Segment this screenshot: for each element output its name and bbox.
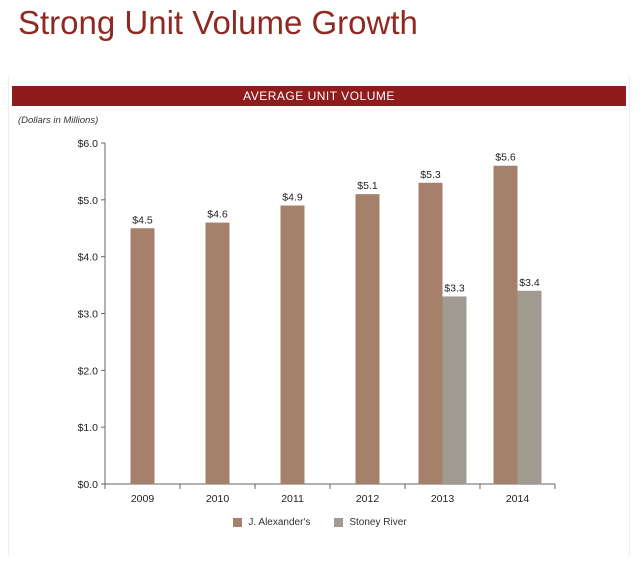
legend-label-stoney-river: Stoney River (349, 517, 407, 528)
legend-label-j-alexanders: J. Alexander's (248, 517, 311, 528)
y-tick-label: $5.0 (78, 195, 99, 207)
data-label: $3.4 (519, 277, 540, 289)
data-label: $3.3 (444, 282, 465, 294)
y-tick-label: $2.0 (78, 365, 99, 377)
y-tick-label: $4.0 (78, 252, 99, 264)
y-tick-label: $0.0 (78, 479, 99, 491)
y-tick-label: $6.0 (78, 138, 99, 150)
bar-j-alexanders-2009 (130, 228, 155, 484)
x-tick-label: 2011 (281, 493, 304, 505)
bar-j-alexanders-2011 (280, 205, 305, 484)
bar-j-alexanders-2014 (493, 165, 518, 484)
x-tick-label: 2012 (356, 493, 380, 505)
data-label: $5.1 (357, 180, 378, 192)
bar-j-alexanders-2012 (355, 194, 380, 484)
y-tick-label: $3.0 (78, 309, 99, 321)
data-label: $4.9 (282, 192, 303, 204)
legend: J. Alexander's Stoney River (0, 517, 640, 528)
bar-j-alexanders-2010 (205, 222, 230, 485)
slide-title: Strong Unit Volume Growth (18, 4, 418, 41)
bar-stoney-river-2013 (442, 296, 467, 484)
data-label: $4.6 (207, 209, 228, 221)
units-note: (Dollars in Millions) (18, 115, 99, 126)
legend-item-stoney-river: Stoney River (334, 517, 407, 528)
data-label: $4.5 (132, 214, 153, 226)
x-tick-label: 2010 (206, 493, 230, 505)
y-tick-label: $1.0 (78, 422, 99, 434)
bar-j-alexanders-2013 (418, 182, 443, 485)
legend-swatch-stoney-river (334, 518, 344, 527)
bar-stoney-river-2014 (517, 290, 542, 484)
data-label: $5.3 (420, 169, 441, 181)
x-tick-label: 2013 (431, 493, 455, 505)
legend-item-j-alexanders: J. Alexander's (233, 517, 310, 528)
chart-banner: AVERAGE UNIT VOLUME (12, 86, 626, 106)
data-label: $5.6 (495, 152, 516, 164)
x-tick-label: 2014 (506, 493, 530, 505)
legend-swatch-j-alexanders (233, 518, 243, 527)
x-tick-label: 2009 (131, 493, 155, 505)
